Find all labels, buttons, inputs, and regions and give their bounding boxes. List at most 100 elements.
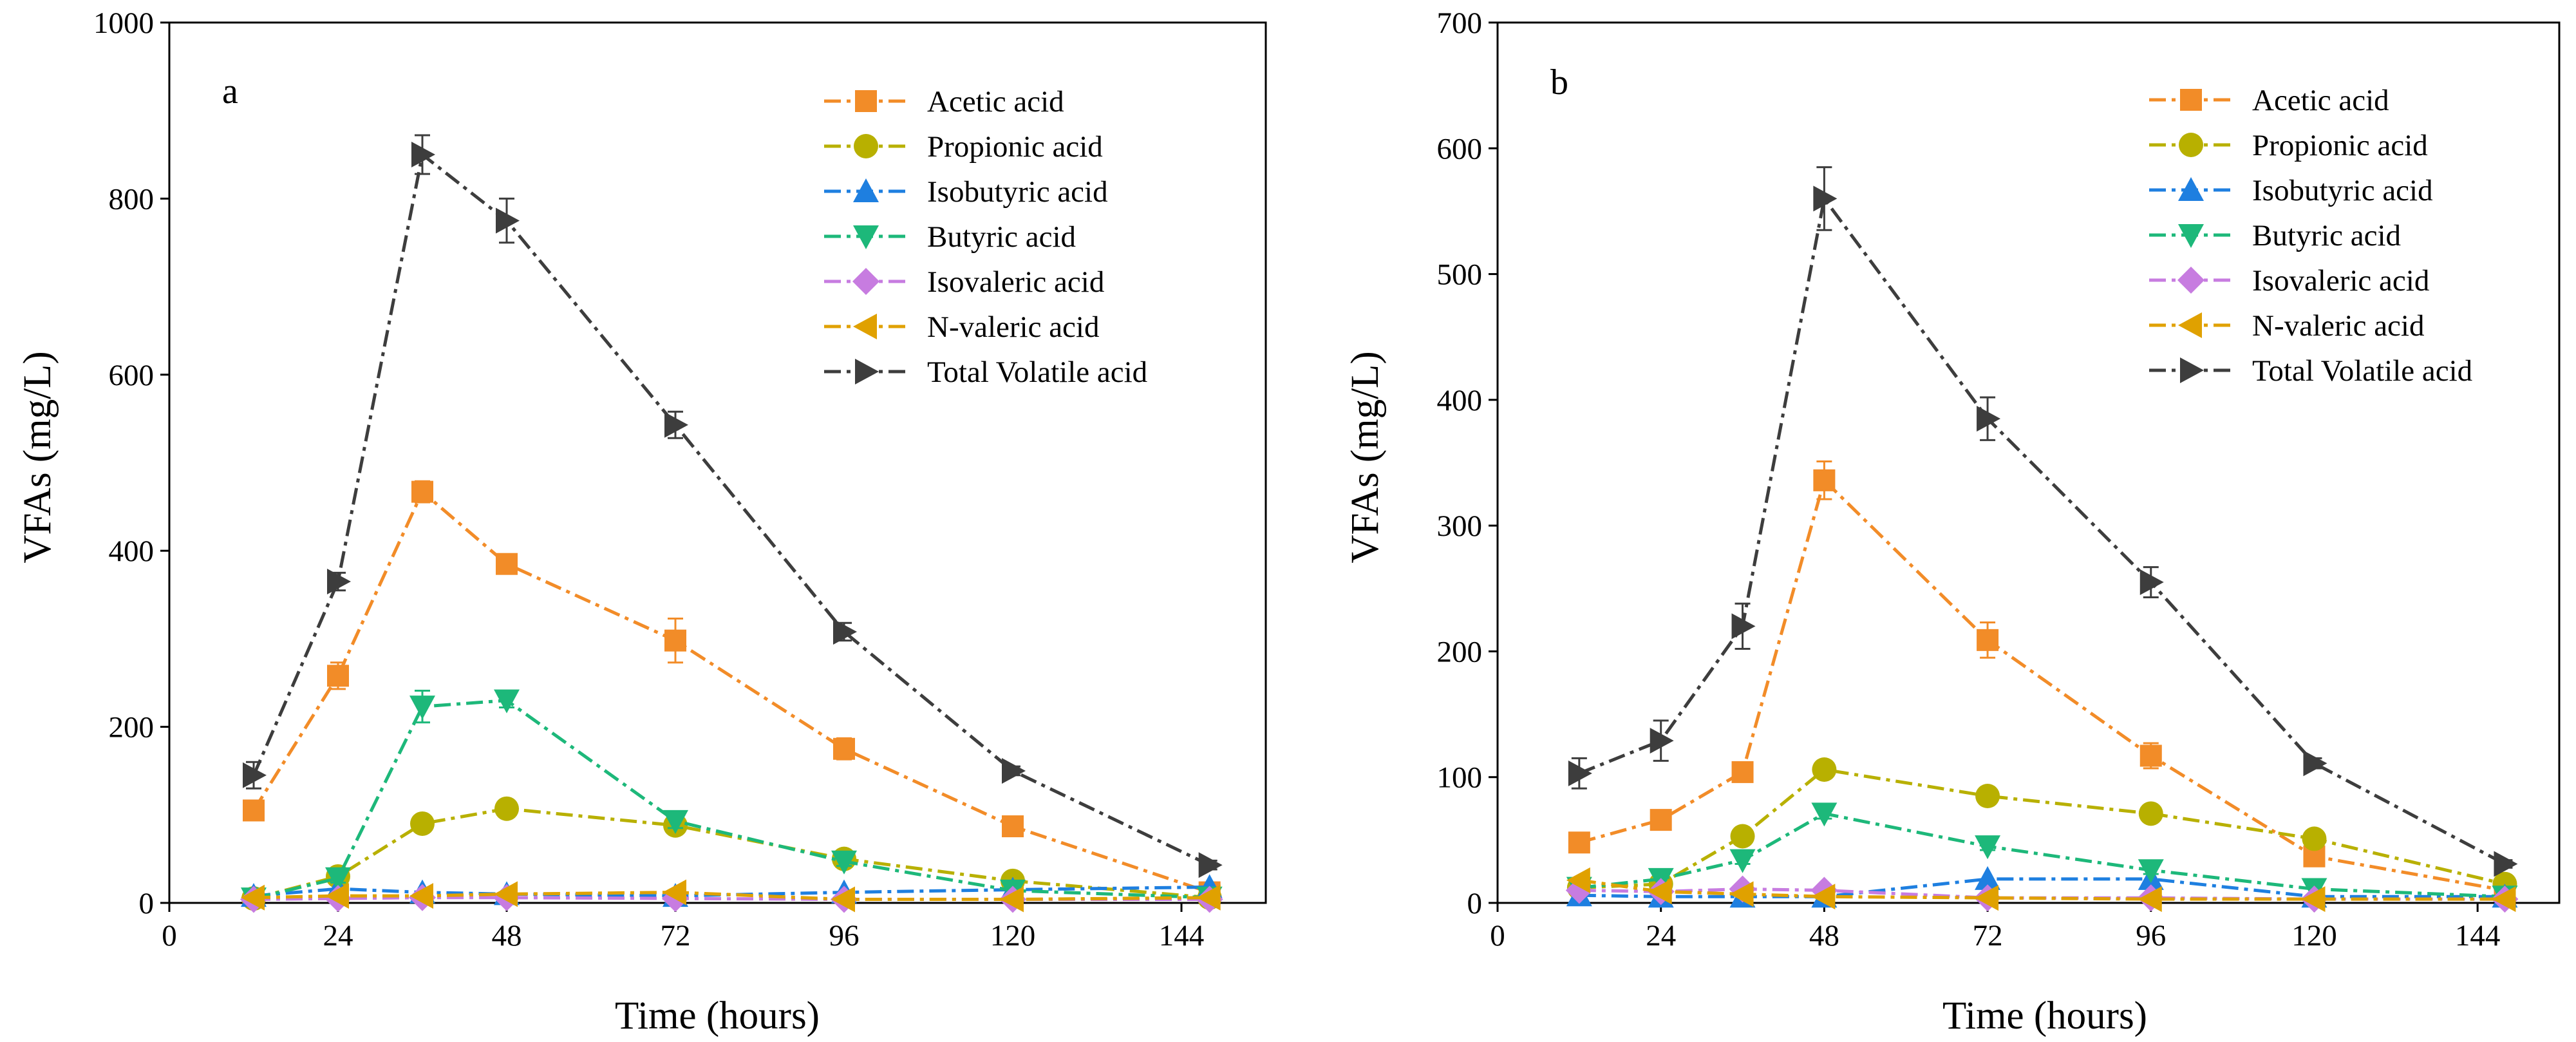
panel-a-y-tick-label: 1000	[93, 6, 154, 40]
panel-b-legend-marker	[2180, 357, 2204, 383]
panel-b-series-isobutyric-acid	[1566, 866, 2518, 908]
panel-b-series-line	[1579, 477, 2505, 892]
panel-b-legend-label: Total Volatile acid	[2252, 354, 2472, 388]
panel-b-data-point	[1650, 809, 1672, 831]
panel-b-series-total-volatile-acid	[1568, 166, 2518, 877]
panel-a-series-line	[253, 885, 1210, 898]
panel-b-y-tick-label: 500	[1437, 258, 1483, 292]
panel-a-data-point	[243, 799, 265, 822]
panel-b-data-point	[2302, 826, 2327, 851]
panel-a-data-point	[325, 867, 351, 891]
panel-a-series-isovaleric-acid	[240, 884, 1223, 913]
panel-b-data-point	[1975, 784, 2000, 809]
panel-b-y-tick-label: 300	[1437, 509, 1483, 543]
panel-b-data-point	[1975, 866, 2001, 890]
panel-a-series-n-valeric-acid	[241, 879, 1221, 913]
panel-b-frame	[1496, 21, 2561, 904]
panel-a-data-point	[494, 881, 518, 907]
panel-b-legend-label: Butyric acid	[2252, 219, 2401, 252]
panel-a-legend-label: Isovaleric acid	[927, 265, 1104, 299]
panel-a-legend-label: Propionic acid	[927, 130, 1103, 164]
panel-a-data-point	[411, 480, 433, 503]
panel-a-data-point	[833, 737, 855, 760]
panel-a-data-point	[663, 879, 686, 905]
panel-a-series-line	[253, 891, 1210, 902]
panel-a-x-tick-label: 0	[162, 919, 177, 952]
panel-a-series-butyric-acid	[241, 689, 1223, 912]
panel-b-data-point	[2492, 886, 2516, 913]
panel-b-series-line	[1579, 768, 2506, 890]
panel-a-x-tick-label: 144	[1159, 919, 1205, 952]
panel-b-x-tick-label: 0	[1490, 919, 1505, 952]
panel-b-data-point	[2494, 851, 2518, 877]
panel-a-plot: 0 24 48 72 96 120 144 0 200 400 600 800 1000 Acetic a…	[93, 6, 1267, 952]
panel-b-data-point	[2139, 569, 2164, 596]
panel-b-data-point	[1730, 824, 1755, 849]
panel-a-series-line	[252, 489, 1210, 894]
panel-b-y-axis-label: VFAs (mg/L)	[1344, 351, 1387, 563]
panel-a-legend-marker	[853, 178, 879, 202]
panel-a-x-tick-label: 96	[829, 919, 860, 952]
panel-b-data-point	[1813, 469, 1836, 491]
panel-a-y-axis-label: VFAs (mg/L)	[16, 351, 59, 563]
panel-a-x-axis-label: Time (hours)	[615, 994, 820, 1037]
panel-b-data-point	[1977, 629, 1999, 651]
panel-b-data-point	[2138, 886, 2162, 913]
panel-b-series-line	[1579, 887, 2505, 901]
panel-a-legend-marker	[855, 359, 879, 384]
panel-b-x-tick-label: 96	[2136, 919, 2166, 952]
panel-b-data-point	[1811, 884, 1836, 910]
panel-a-data-point	[327, 665, 349, 687]
panel-b-legend-label: Isobutyric acid	[2252, 174, 2433, 207]
panel-a-legend-marker	[854, 134, 878, 158]
panel-b-data-point	[1648, 878, 1672, 905]
panel-b-y-tick-label: 0	[1467, 887, 1483, 920]
panel-b-legend-marker	[2177, 267, 2205, 294]
panel-a-data-point	[494, 689, 520, 714]
panel-a-data-point	[494, 796, 519, 821]
panel-b-y-tick-label: 200	[1437, 635, 1483, 668]
panel-a-x-tick-label: 72	[661, 919, 691, 952]
panel-a-label: a	[222, 71, 238, 111]
panel-b-y-tick-label: 400	[1437, 384, 1483, 417]
panel-a-series-line	[252, 151, 1210, 867]
panel-b-legend-label: Propionic acid	[2252, 129, 2428, 162]
panel-b-legend-label: Acetic acid	[2252, 84, 2389, 117]
panel-b-plot: 0 24 48 72 96 120 144 0 100 200 300 400 500 600 700 Ace…	[1437, 6, 2561, 952]
panel-b-data-point	[1731, 613, 1756, 639]
panel-a-data-point	[411, 142, 435, 168]
panel-b-data-point	[1977, 406, 2001, 432]
panel-b-x-tick-label: 24	[1646, 919, 1676, 952]
panel-a-legend-label: Butyric acid	[927, 220, 1076, 254]
panel-b-data-point	[1650, 728, 1674, 754]
panel-b-data-point	[1729, 881, 1754, 907]
panel-a-data-point	[410, 811, 435, 836]
panel-a-x-tick-label: 48	[492, 919, 522, 952]
panel-a-data-point	[1002, 815, 1024, 838]
panel-b-y-tick-label: 600	[1437, 132, 1483, 166]
panel-b-legend: Acetic acid Propionic acid Isobutyric acid…	[2149, 84, 2472, 388]
panel-a-legend-label: Total Volatile acid	[927, 355, 1147, 389]
panel-a-legend-marker	[852, 268, 879, 295]
panel-a-series-total-volatile-acid	[243, 134, 1223, 878]
panel-b-data-point	[1813, 185, 1838, 212]
panel-a-data-point	[409, 696, 435, 720]
panel-a-legend-label: Isobutyric acid	[927, 175, 1108, 209]
panel-a-legend-marker	[853, 314, 877, 339]
panel-b-data-point	[2303, 750, 2327, 777]
panel-b-x-axis-label: Time (hours)	[1942, 994, 2147, 1037]
panel-a-data-point	[327, 569, 351, 595]
panel-a-legend-label: Acetic acid	[927, 85, 1064, 118]
panel-b-data-point	[2301, 886, 2326, 913]
panel-b-legend-marker	[2180, 89, 2202, 111]
panel-b-series-line	[1579, 878, 2505, 901]
panel-a-data-point	[831, 886, 855, 913]
panel-b-data-point	[1568, 831, 1590, 854]
panel-a-y-tick-label: 800	[109, 182, 155, 216]
panel-b-data-point	[1975, 835, 2001, 860]
panel-b: b Time (hours) VFAs (mg/L)	[1344, 62, 2147, 1037]
panel-b-x-tick-label: 144	[2455, 919, 2501, 952]
panel-b-data-point	[1975, 885, 1999, 911]
panel-a-legend: Acetic acid Propionic acid Isobutyric acid…	[824, 85, 1147, 389]
